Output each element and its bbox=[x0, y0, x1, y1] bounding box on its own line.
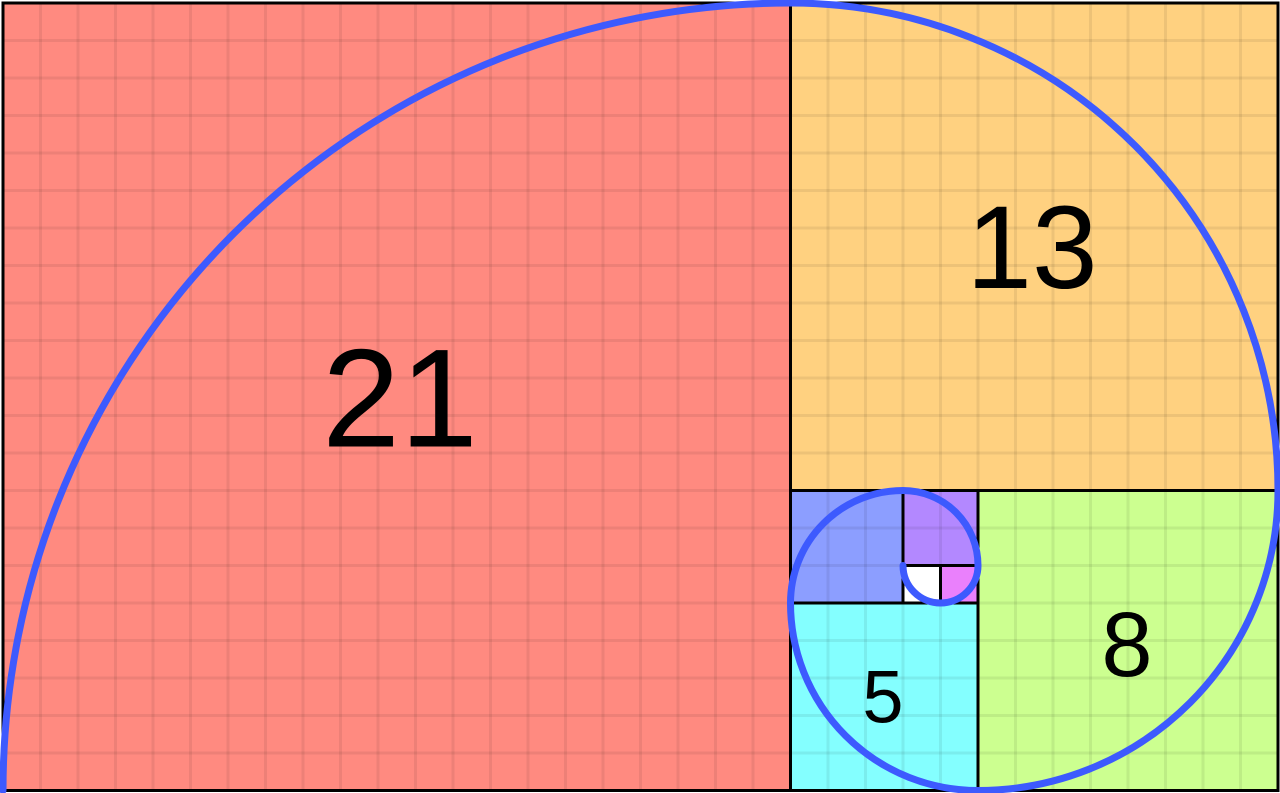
square-label-21: 21 bbox=[322, 320, 478, 477]
square-label-5: 5 bbox=[862, 656, 903, 739]
square-21 bbox=[3, 3, 791, 791]
square-8 bbox=[978, 490, 1278, 791]
labels-layer: 21 13 8 5 bbox=[322, 182, 1152, 739]
square-border-1 bbox=[901, 564, 942, 605]
square-label-8: 8 bbox=[1101, 594, 1152, 696]
square-13 bbox=[790, 3, 1278, 491]
square-label-13: 13 bbox=[966, 182, 1097, 314]
square-5 bbox=[790, 603, 978, 791]
